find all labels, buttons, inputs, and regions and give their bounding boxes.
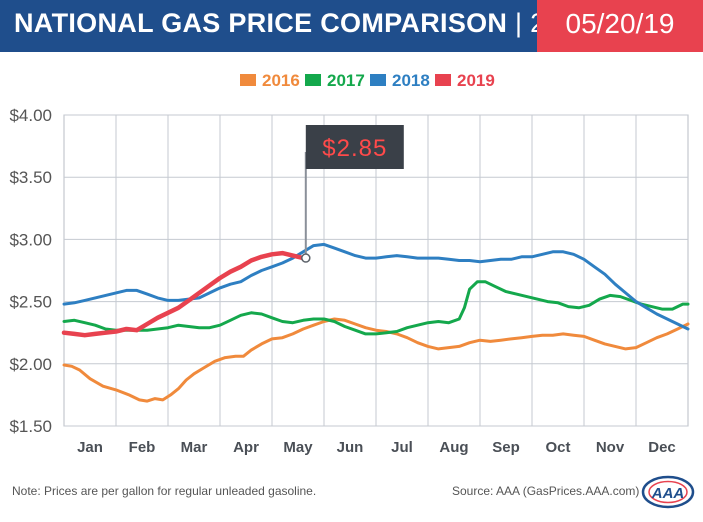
legend-label-2018: 2018 — [392, 71, 430, 90]
date-badge: 05/20/19 — [537, 0, 703, 52]
legend-swatch-2017 — [305, 74, 321, 86]
footnote: Note: Prices are per gallon for regular … — [12, 484, 317, 498]
x-tick-label: Nov — [596, 439, 625, 456]
gas-price-chart: 2016 2017 2018 2019 $1.50 $2.00 $2.50 $3.00 $3.… — [9, 71, 690, 456]
x-tick-label: Jun — [337, 439, 364, 456]
x-tick-label: Feb — [129, 439, 156, 456]
price-callout: $2.85 — [301, 125, 404, 263]
legend-swatch-2019 — [435, 74, 451, 86]
legend-label-2016: 2016 — [262, 71, 300, 90]
date-label: 05/20/19 — [565, 8, 675, 39]
x-tick-label: Aug — [439, 439, 468, 456]
y-tick-label: $2.50 — [9, 293, 52, 312]
x-tick-label: Mar — [181, 439, 208, 456]
source-note: Source: AAA (GasPrices.AAA.com) — [452, 484, 640, 498]
chart-title-separator: | — [507, 8, 531, 38]
series-line-2016 — [62, 317, 690, 403]
aaa-logo-text: AAA — [651, 485, 685, 502]
y-tick-label: $1.50 — [9, 417, 52, 436]
y-tick-label: $3.50 — [9, 168, 52, 187]
legend-label-2017: 2017 — [327, 71, 365, 90]
x-tick-label: Dec — [648, 439, 676, 456]
x-tick-label: May — [283, 439, 313, 456]
series-layer — [61, 242, 690, 403]
series-line-2017 — [62, 280, 690, 336]
legend-swatch-2016 — [240, 74, 256, 86]
x-tick-label: Apr — [233, 439, 259, 456]
x-tick-label: Sep — [492, 439, 520, 456]
legend: 2016 2017 2018 2019 — [240, 71, 495, 90]
y-tick-label: $4.00 — [9, 106, 52, 125]
x-tick-label: Jan — [77, 439, 103, 456]
x-tick-label: Oct — [545, 439, 570, 456]
chart-title-main: NATIONAL GAS PRICE COMPARISON — [14, 8, 508, 38]
y-tick-label: $3.00 — [9, 230, 52, 249]
y-tick-label: $2.00 — [9, 355, 52, 374]
callout-price-label: $2.85 — [322, 135, 387, 162]
aaa-logo: AAA — [641, 475, 695, 509]
callout-flag — [305, 125, 404, 169]
x-tick-label: Jul — [391, 439, 413, 456]
series-line-2018 — [62, 242, 690, 331]
series-line-2019 — [61, 250, 306, 338]
callout-marker — [301, 253, 311, 263]
axis-ticks: $1.50 $2.00 $2.50 $3.00 $3.50 $4.00 Jan Feb Mar A… — [9, 106, 675, 456]
legend-label-2019: 2019 — [457, 71, 495, 90]
legend-swatch-2018 — [370, 74, 386, 86]
